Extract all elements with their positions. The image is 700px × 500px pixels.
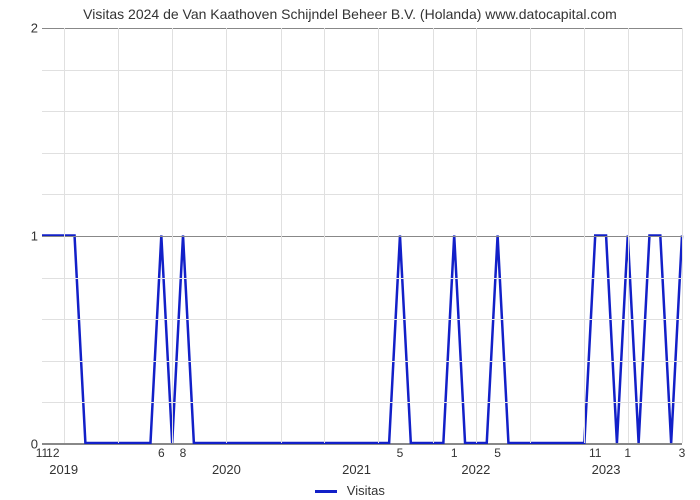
plot-area bbox=[42, 28, 682, 444]
legend-swatch bbox=[315, 490, 337, 493]
x-month-label: 8 bbox=[180, 446, 187, 460]
y-tick-label: 2 bbox=[0, 21, 38, 36]
x-year-label: 2020 bbox=[212, 462, 241, 477]
x-month-label: 1 bbox=[624, 446, 631, 460]
x-month-label: 3 bbox=[679, 446, 686, 460]
x-month-label: 12 bbox=[46, 446, 59, 460]
legend: Visitas bbox=[0, 483, 700, 498]
x-year-label: 2021 bbox=[342, 462, 371, 477]
x-year-label: 2019 bbox=[49, 462, 78, 477]
y-tick-label: 0 bbox=[0, 437, 38, 452]
x-month-label: 1 bbox=[451, 446, 458, 460]
x-month-label: 11 bbox=[589, 446, 601, 460]
x-year-label: 2023 bbox=[592, 462, 621, 477]
x-month-label: 5 bbox=[397, 446, 404, 460]
chart-container: Visitas 2024 de Van Kaathoven Schijndel … bbox=[0, 0, 700, 500]
x-month-label: 5 bbox=[494, 446, 501, 460]
x-year-label: 2022 bbox=[461, 462, 490, 477]
y-tick-label: 1 bbox=[0, 229, 38, 244]
chart-title: Visitas 2024 de Van Kaathoven Schijndel … bbox=[0, 0, 700, 22]
x-month-label: 6 bbox=[158, 446, 165, 460]
legend-label: Visitas bbox=[347, 483, 385, 498]
